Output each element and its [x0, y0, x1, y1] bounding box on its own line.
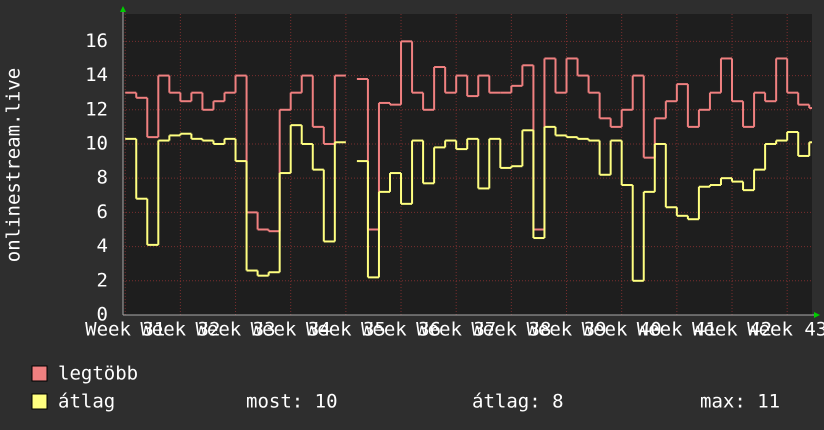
x-tick-label: Week 34: [251, 319, 331, 341]
y-tick-label: 0: [97, 304, 108, 326]
y-tick-label: 2: [97, 269, 108, 291]
marks: [125, 40, 812, 282]
plot-area: [123, 14, 812, 315]
x-tick-label: Week 40: [582, 319, 662, 341]
x-tick-label: Week 42: [692, 319, 772, 341]
y-tick-label: 16: [85, 30, 108, 52]
x-tick-label: Week 39: [526, 319, 606, 341]
y-tick-label: 8: [97, 167, 108, 189]
x-tick-label: Week 32: [140, 319, 220, 341]
x-tick-label: Week 31: [85, 319, 165, 341]
x-tick-label: Week 38: [471, 319, 551, 341]
y-tick-label: 10: [85, 132, 108, 154]
x-tick-label: Week 41: [637, 319, 717, 341]
legend-label: legtöbb: [58, 363, 138, 385]
x-arrow: [814, 312, 820, 318]
x-tick-label: Week 33: [195, 319, 275, 341]
y-tick-label: 14: [85, 64, 108, 86]
y-tick-label: 6: [97, 201, 108, 223]
legend-swatch: [31, 393, 48, 410]
legend: legtöbb átlag most: 10 átlag: 8 max: 11: [31, 363, 780, 413]
legend-stat: max: 11: [700, 391, 780, 413]
legend-stat: most: 10: [246, 391, 338, 413]
x-tick-label: Week 37: [416, 319, 496, 341]
y-arrow: [120, 6, 126, 12]
legend-swatch: [31, 365, 48, 382]
legend-label: átlag: [58, 391, 115, 413]
x-tick-label: Week 43: [747, 319, 824, 341]
x-tick-label: Week 35: [306, 319, 386, 341]
legend-stat: átlag: 8: [472, 391, 564, 413]
x-tick-label: Week 36: [361, 319, 441, 341]
y-tick-label: 4: [97, 235, 108, 257]
y-axis-label: onlinestream.live: [3, 68, 25, 262]
y-tick-label: 12: [85, 98, 108, 120]
